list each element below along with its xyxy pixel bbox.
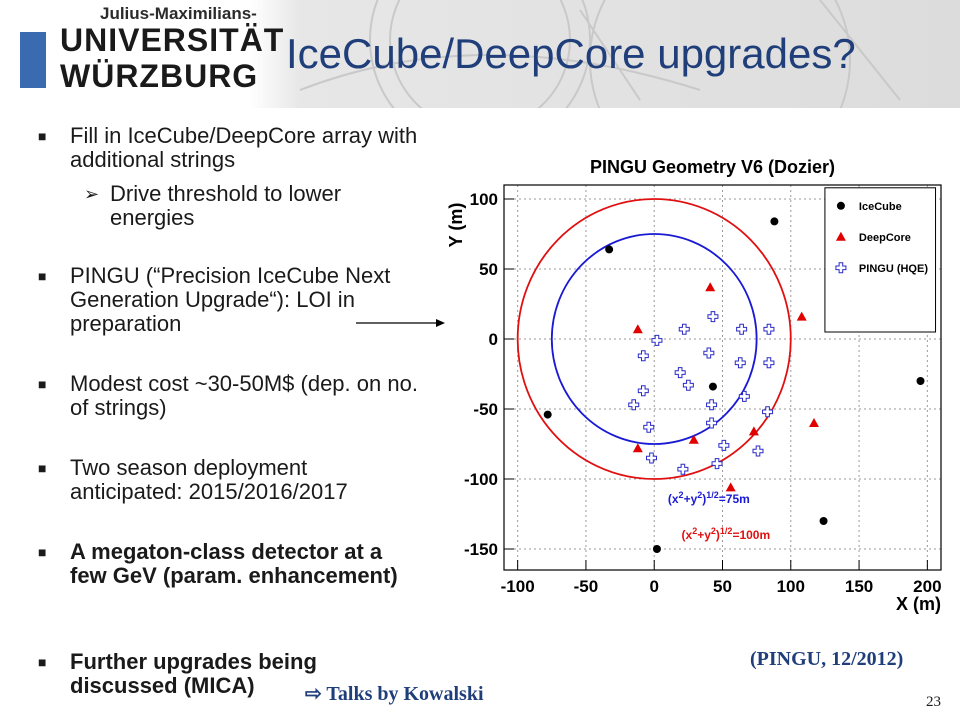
x-tick-label: 0: [649, 577, 658, 596]
radius-circle-100: [516, 198, 792, 480]
chart-title: PINGU Geometry V6 (Dozier): [590, 157, 835, 177]
page-number: 23: [926, 694, 941, 710]
square-bullet-icon: ■: [38, 128, 47, 144]
deepcore-point: [632, 443, 643, 453]
square-bullet-icon: ■: [38, 376, 47, 392]
pingu-point: [703, 347, 715, 359]
icecube-point: [543, 410, 552, 419]
pingu-point: [738, 390, 750, 402]
circle-label-100m: (x2+y2)1/2=100m: [682, 526, 771, 542]
logo-top-text: Julius-Maximilians-: [100, 4, 257, 23]
pingu-point: [736, 323, 748, 335]
icecube-point: [819, 517, 828, 525]
x-tick-label: -100: [501, 577, 535, 596]
pingu-point: [718, 439, 730, 451]
x-tick-label: -50: [574, 577, 599, 596]
legend-marker: [835, 262, 847, 274]
x-tick-label: 50: [713, 577, 732, 596]
legend-label: DeepCore: [859, 232, 911, 244]
square-bullet-icon: ■: [38, 460, 47, 476]
bullet-text: Fill in IceCube/DeepCore array with addi…: [70, 123, 418, 172]
chart-svg: -100 -50 0 50 100 150 200-150-100-50050100PING…: [446, 157, 942, 614]
pingu-point: [677, 463, 689, 475]
pingu-point: [734, 357, 746, 369]
sub-bullet-text: Drive threshold to lower energies: [110, 181, 342, 230]
y-tick-label: -50: [473, 400, 498, 419]
pingu-point: [637, 385, 649, 397]
pingu-point: [637, 350, 649, 362]
square-bullet-icon: ■: [38, 654, 47, 670]
y-tick-label: -150: [464, 540, 498, 559]
bullet-text: Further upgrades being discussed (MICA): [70, 649, 317, 698]
y-tick-label: 100: [470, 190, 498, 209]
bullet-text: Two season deployment anticipated: 2015/…: [70, 455, 348, 504]
pingu-point: [643, 421, 655, 433]
pingu-geometry-chart: -100 -50 0 50 100 150 200 -150 -100 -50 0 50 100 PING…: [436, 150, 956, 640]
arrow-bullet-icon: ➢: [84, 184, 100, 204]
logo-line-2: WÜRZBURG: [60, 58, 259, 94]
pingu-point: [674, 367, 686, 379]
circle-label-75m: (x2+y2)1/2=75m: [668, 490, 750, 506]
legend-label: IceCube: [859, 201, 902, 213]
icecube-point: [770, 217, 779, 226]
deepcore-point: [632, 324, 643, 334]
x-tick-label: 100: [777, 577, 805, 596]
radius-circle-75: [550, 233, 758, 445]
legend-marker: [835, 231, 846, 241]
x-tick-label: 150: [845, 577, 873, 596]
square-bullet-icon: ■: [38, 268, 47, 284]
pingu-point: [752, 445, 764, 457]
pingu-point: [711, 458, 723, 470]
logo-bar-icon: [20, 32, 46, 88]
deepcore-point: [705, 282, 716, 292]
icecube-point: [652, 545, 661, 553]
pingu-point: [645, 452, 657, 464]
pingu-point: [628, 399, 640, 411]
pingu-point: [706, 399, 718, 411]
source-caption: (PINGU, 12/2012): [750, 648, 904, 670]
x-axis-label: X (m): [896, 594, 941, 614]
pingu-point: [651, 334, 663, 346]
icecube-point: [605, 245, 614, 254]
pingu-point: [678, 323, 690, 335]
pingu-point: [763, 323, 775, 335]
icecube-point: [708, 382, 717, 391]
header-banner: Julius-Maximilians- UNIVERSITÄT WÜRZBURG…: [0, 0, 960, 108]
seal-watermark: [299, 0, 901, 108]
pingu-point: [706, 417, 718, 429]
deepcore-point: [725, 482, 736, 492]
deepcore-point: [748, 426, 759, 436]
x-tick-label: 200: [913, 577, 941, 596]
legend-box: [824, 187, 937, 333]
legend-label: PINGU (HQE): [859, 263, 928, 275]
bullet-text: PINGU (“Precision IceCube Next Generatio…: [70, 263, 391, 336]
pingu-point: [707, 311, 719, 323]
deepcore-point: [688, 434, 699, 444]
talks-reference: ⇨ Talks by Kowalski: [305, 683, 484, 705]
y-tick-label: 0: [489, 330, 498, 349]
pingu-point: [682, 379, 694, 391]
bullet-text: Modest cost ~30-50M$ (dep. on no. of str…: [70, 371, 418, 420]
logo-line-1: UNIVERSITÄT: [60, 22, 285, 58]
square-bullet-icon: ■: [38, 544, 47, 560]
y-axis-label: Y (m): [446, 203, 466, 248]
pingu-point: [763, 357, 775, 369]
deepcore-point: [796, 311, 807, 321]
pingu-point: [762, 406, 774, 418]
university-logo: Julius-Maximilians- UNIVERSITÄT WÜRZBURG: [20, 4, 283, 100]
slide-title: IceCube/DeepCore upgrades?: [286, 30, 856, 77]
y-tick-label: 50: [479, 260, 498, 279]
pointer-arrow-icon: [356, 319, 445, 327]
y-tick-label: -100: [464, 470, 498, 489]
bullet-text: A megaton-class detector at a few GeV (p…: [70, 539, 398, 588]
deepcore-point: [808, 418, 819, 427]
legend-marker: [836, 201, 845, 210]
icecube-point: [916, 377, 925, 385]
